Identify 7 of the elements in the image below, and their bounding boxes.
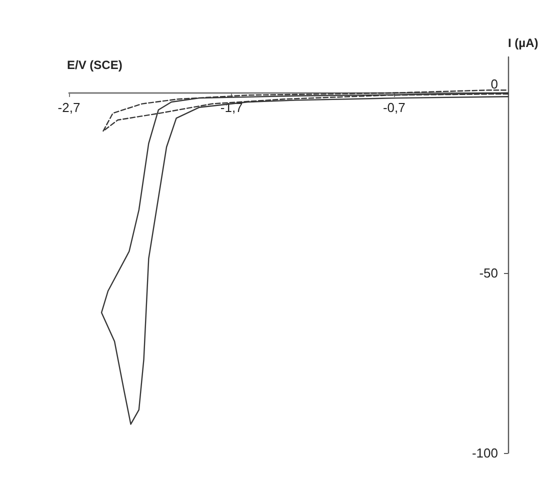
- y-tick-label: -100: [472, 446, 498, 460]
- x-tick-label: -2,7: [58, 100, 80, 115]
- y-axis-title: I (µA): [508, 36, 538, 50]
- x-tick-label: -0,7: [382, 100, 406, 115]
- y-tick-label: 0: [490, 76, 498, 92]
- y-tick-label: -50: [479, 266, 498, 280]
- x-axis-title: E/V (SCE): [67, 58, 122, 72]
